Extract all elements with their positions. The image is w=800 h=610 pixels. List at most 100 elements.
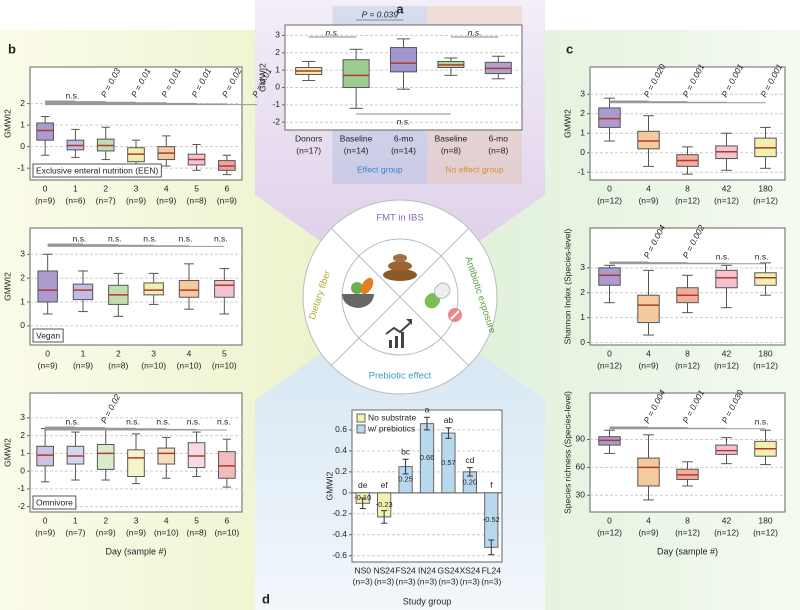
x-tick-sublabel: (n=17) [296,145,321,155]
box [187,442,206,469]
y-tick-label: 2 [20,430,25,440]
box [715,444,738,455]
y-tick-label: 3 [20,412,25,422]
significance-letter: f [490,480,493,490]
comparison-label: P = 0.039 [362,9,399,19]
x-tick-label: 0 [43,515,48,525]
box [715,269,738,289]
x-tick-sublabel: (n=7) [65,527,85,537]
comparison-label: n.s. [126,416,140,426]
y-tick-label: 1 [20,448,25,458]
value-label: -0.52 [483,515,500,524]
y-tick-label: 1 [580,127,585,137]
comparison-label: n.s. [326,27,340,37]
x-tick-sublabel: (n=10) [214,527,239,537]
comparison-label: n.s. [217,416,231,426]
y-tick-label: 3 [275,30,280,40]
panel-letter: d [262,591,270,606]
center-label: FMT in IBS [376,213,423,224]
value-label: 0.66 [420,453,435,462]
x-tick-sublabel: (n=10) [154,527,179,537]
comparison-label: n.s. [179,233,193,243]
x-tick-sublabel: (n=10) [141,360,166,370]
box [157,447,176,465]
box [598,107,621,128]
box [143,282,164,296]
x-tick-sublabel: (n=9) [217,195,237,205]
y-tick-label: -2 [272,116,280,126]
plot-area [589,392,786,513]
box [754,272,777,286]
x-tick-sublabel: (n=12) [675,195,700,205]
significance-letter: a [425,405,430,415]
x-tick-sublabel: (n=8) [187,527,207,537]
x-tick-label: Baseline [340,133,373,143]
comparison-label: n.s. [187,416,201,426]
comparison-label: n.s. [156,416,170,426]
x-tick-label: 4 [646,515,651,525]
x-tick-label: GS24 [438,565,460,575]
x-tick-label: 8 [685,515,690,525]
legend-swatch [356,424,366,434]
group-label: Effect group [357,164,403,174]
x-tick-sublabel: (n=9) [35,195,55,205]
box [598,267,621,286]
x-tick-label: 3 [151,348,156,358]
x-tick-label: Baseline [435,133,468,143]
legend-swatch [356,413,366,423]
x-tick-sublabel: (n=9) [638,527,658,537]
x-tick-label: 180 [758,515,772,525]
x-tick-label: 8 [685,348,690,358]
inset-box [32,163,162,178]
y-tick-label: -2 [17,501,25,511]
x-tick-sublabel: (n=9) [38,360,58,370]
x-tick-label: 4 [646,183,651,193]
y-axis-label: GMWI2 [562,109,572,138]
panel-letter: a [396,1,404,16]
x-tick-sublabel: (n=8) [441,145,461,155]
y-tick-label: -1 [577,166,585,176]
x-tick-sublabel: (n=10) [212,360,237,370]
x-tick-label: 4 [164,183,169,193]
y-tick-label: 2 [20,272,25,282]
x-tick-sublabel: (n=8) [488,145,508,155]
x-axis-label: Study group [403,596,452,606]
x-tick-sublabel: (n=12) [753,527,778,537]
box [37,270,58,303]
x-tick-sublabel: (n=12) [597,527,622,537]
y-tick-label: 90 [576,434,586,444]
y-tick-label: 0 [20,141,25,151]
inset-label: Omnivore [36,497,73,507]
x-tick-sublabel: (n=12) [753,360,778,370]
comparison-label: n.s. [66,90,80,100]
pill-icon [424,282,451,309]
box [342,59,370,88]
significance-letter: ab [444,415,454,425]
box [127,449,145,477]
x-tick-sublabel: (n=12) [753,195,778,205]
x-tick-label: 42 [722,515,732,525]
y-tick-label: 2 [275,47,280,57]
y-axis-label: GMWI2 [2,438,12,467]
y-tick-label: 0.6 [335,424,347,434]
divider [330,227,470,367]
y-tick-label: 1 [580,312,585,322]
comparison-label: n.s. [716,251,730,261]
x-tick-label: 1 [73,183,78,193]
x-tick-label: 0 [607,183,612,193]
x-tick-label: 42 [722,183,732,193]
x-tick-label: 1 [81,348,86,358]
x-tick-label: 0 [607,348,612,358]
x-tick-label: 4 [187,348,192,358]
x-tick-sublabel: (n=9) [638,195,658,205]
y-tick-label: 0 [20,465,25,475]
x-tick-label: Donors [295,133,322,143]
y-axis-label: Shannon Index (Species-level) [562,228,572,344]
panel-letter: b [8,41,16,56]
box [389,47,418,73]
x-tick-sublabel: (n=12) [714,195,739,205]
x-tick-label: 6 [224,515,229,525]
x-tick-sublabel: (n=12) [714,527,739,537]
y-tick-label: 2 [20,98,25,108]
box [36,445,54,467]
